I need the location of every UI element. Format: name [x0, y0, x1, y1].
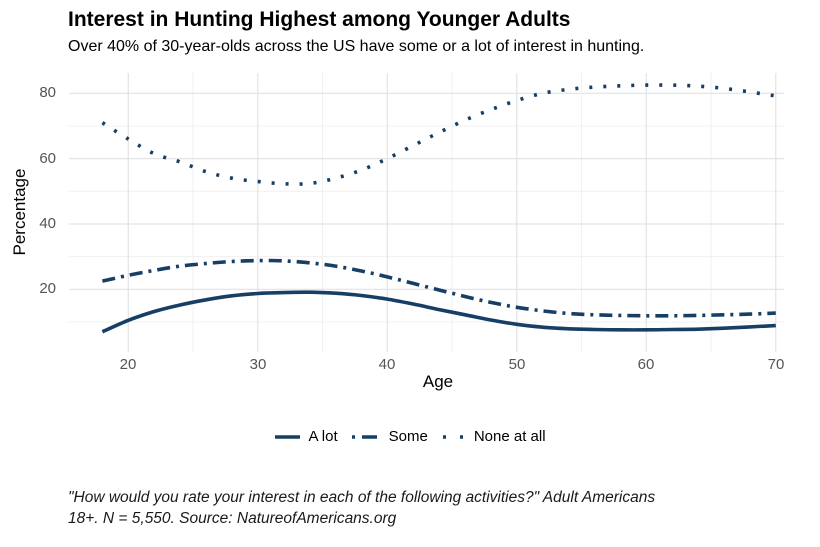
gridlines-minor [69, 73, 784, 352]
x-axis-title: Age [422, 372, 454, 391]
line-a-lot [101, 290, 776, 334]
legend-label-a-lot: A lot [308, 428, 338, 445]
legend: A lot Some None at all [0, 428, 820, 445]
y-tick-40: 40 [39, 215, 56, 232]
legend-item-a-lot: A lot [274, 428, 338, 445]
legend-label-none-at-all: None at all [473, 428, 546, 445]
legend-swatch-dash-dot-line-icon [351, 434, 382, 439]
legend-swatch-solid-line-icon [275, 434, 301, 439]
caption-line-1: "How would you rate your interest in eac… [68, 489, 656, 506]
y-tick-60: 60 [39, 150, 56, 167]
x-tick-30: 30 [249, 356, 267, 373]
line-none-at-all [101, 83, 777, 186]
gridlines-major [69, 73, 784, 352]
caption-line-2: 18+. N = 5,550. Source: NatureofAmerican… [68, 510, 397, 527]
legend-swatch-dotted-line-icon [442, 434, 467, 439]
y-axis-title: Percentage [10, 168, 29, 256]
x-tick-20: 20 [119, 356, 137, 373]
chart-subtitle: Over 40% of 30-year-olds across the US h… [68, 38, 645, 55]
legend-label-some: Some [388, 428, 428, 445]
line-some [102, 258, 776, 318]
x-tick-40: 40 [378, 356, 396, 373]
y-tick-20: 20 [39, 280, 56, 297]
caption: "How would you rate your interest in eac… [68, 487, 768, 529]
legend-item-none-at-all: None at all [442, 428, 546, 445]
chart-title: Interest in Hunting Highest among Younge… [68, 8, 571, 31]
legend-item-some: Some [351, 428, 428, 445]
x-tick-50: 50 [508, 356, 526, 373]
x-tick-70: 70 [767, 356, 785, 373]
x-tick-60: 60 [637, 356, 655, 373]
y-tick-80: 80 [39, 84, 56, 101]
